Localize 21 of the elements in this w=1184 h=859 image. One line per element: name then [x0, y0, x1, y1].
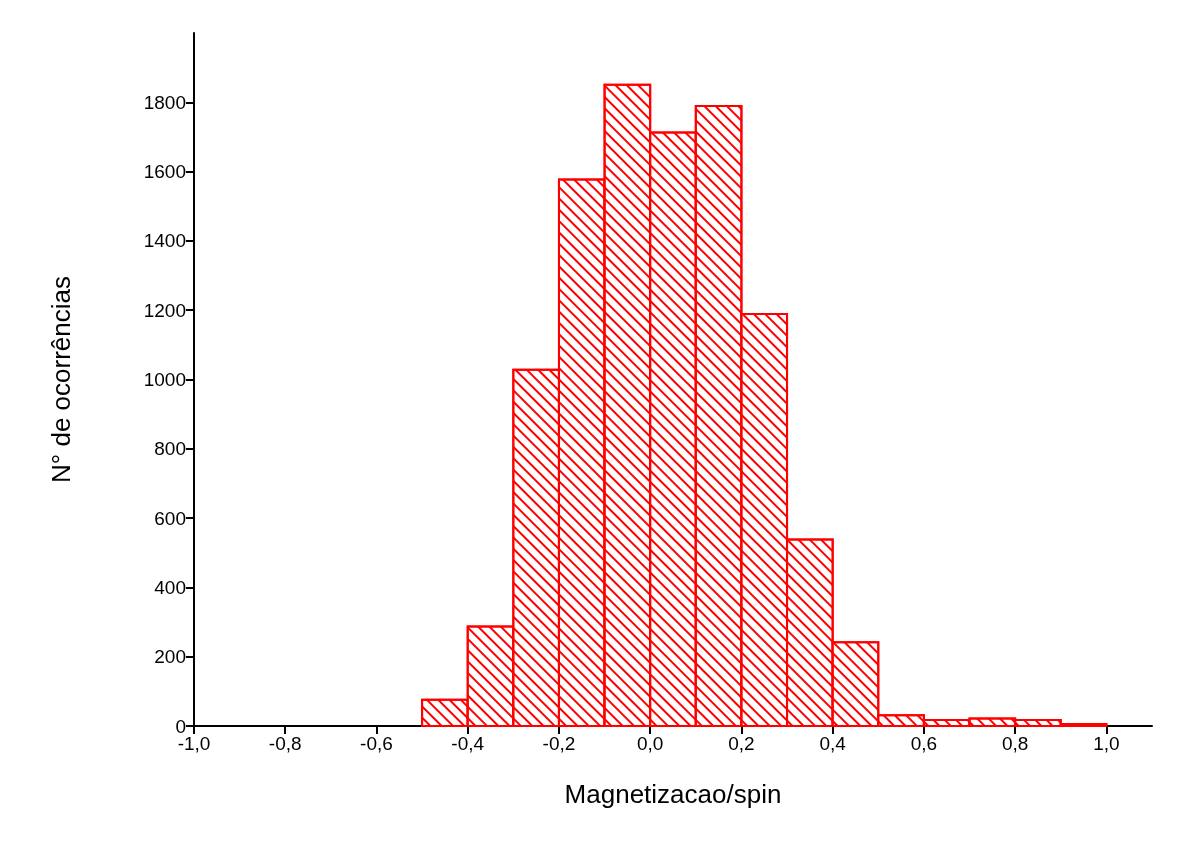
x-tick-label: -0,8: [268, 733, 302, 754]
y-axis-title: N° de ocorrências: [46, 276, 76, 483]
x-axis-title: Magnetizacao/spin: [564, 779, 782, 809]
y-tick-label: 1200: [143, 299, 186, 321]
y-tick-label: 1600: [143, 161, 186, 183]
x-tick-label: 0,2: [728, 733, 755, 754]
x-tick-label: 0,0: [636, 733, 664, 754]
x-tick-label: -0,6: [360, 733, 393, 754]
x-tick-label: 0,8: [1001, 733, 1029, 754]
y-tick-label: 1000: [143, 369, 186, 390]
x-tick-label: -0,2: [542, 733, 576, 754]
y-tick-label: 200: [154, 646, 186, 668]
x-tick-label: 1,0: [1093, 733, 1120, 754]
y-tick-label: 1400: [143, 230, 186, 252]
y-tick-label: 400: [154, 576, 186, 598]
y-tick-label: 600: [154, 507, 186, 529]
x-tick-label: -0,4: [451, 733, 485, 754]
y-tick-label: 800: [154, 438, 186, 460]
y-tick-label: 1800: [143, 91, 186, 113]
x-tick-label: 0,6: [910, 733, 938, 754]
x-tick-label: 0,4: [819, 733, 847, 754]
